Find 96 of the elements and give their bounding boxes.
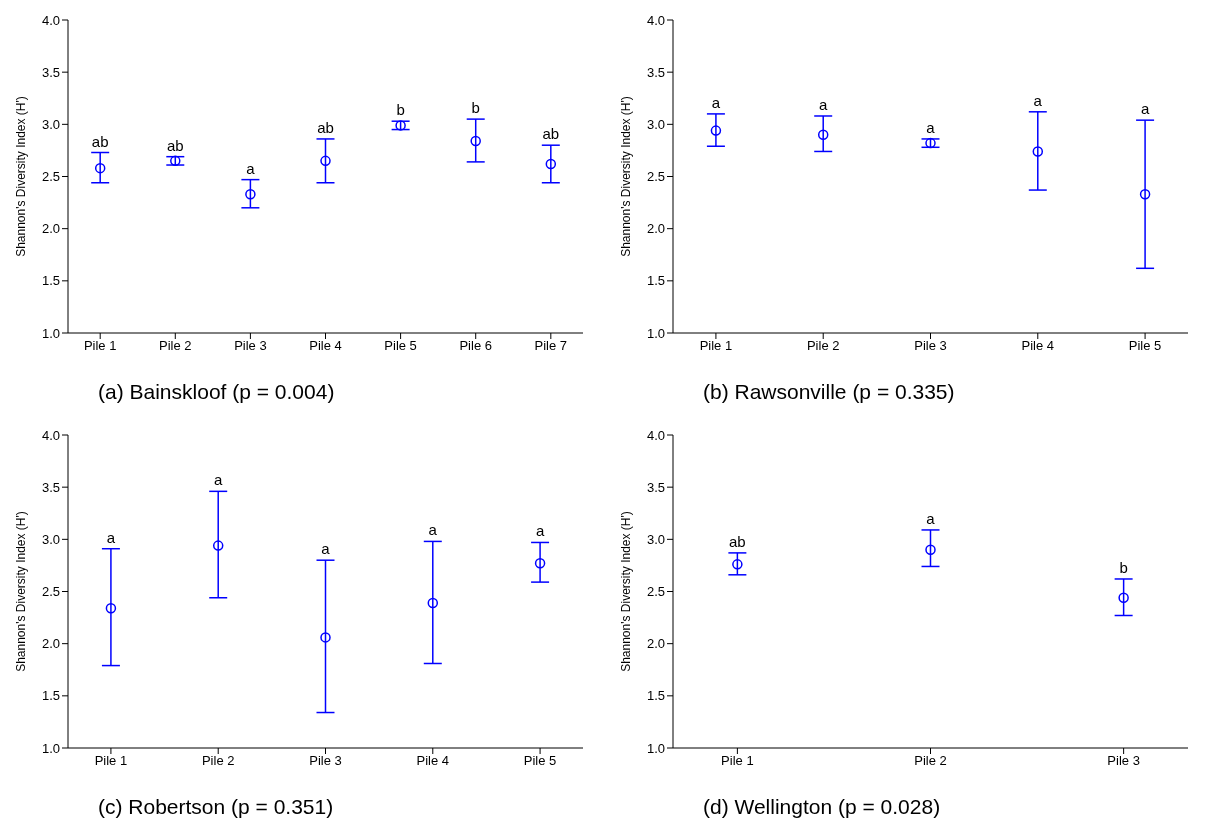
annotation: a xyxy=(321,540,331,558)
point xyxy=(710,125,722,136)
annotation: a xyxy=(1140,100,1150,118)
x-tick-label: Pile 2 xyxy=(201,753,235,769)
annotation: ab xyxy=(91,132,109,150)
text: (c) Robertson (p = 0.351) xyxy=(98,795,335,819)
y-tick-label: 1.5 xyxy=(646,688,665,704)
point xyxy=(534,558,546,569)
y-tick-label: 2.5 xyxy=(41,169,60,185)
text: (b) Rawsonville (p = 0.335) xyxy=(703,380,956,404)
y-axis-title: Shannon's Diversity Index (H') xyxy=(14,96,29,257)
annotation: a xyxy=(106,528,116,546)
point xyxy=(545,158,557,170)
point xyxy=(732,559,743,570)
annotation: ab xyxy=(542,125,560,143)
x-tick-label: Pile 3 xyxy=(914,338,947,354)
point xyxy=(245,188,256,200)
point xyxy=(470,135,481,147)
y-tick-label: 2.0 xyxy=(41,221,60,237)
point xyxy=(1139,188,1151,200)
annotation: a xyxy=(819,95,829,113)
annotation: b xyxy=(396,101,405,119)
x-tick-label: Pile 6 xyxy=(459,338,492,354)
y-tick-label: 2.0 xyxy=(646,636,665,652)
point xyxy=(395,120,406,131)
text: (d) Wellington (p = 0.028) xyxy=(703,795,942,819)
point xyxy=(817,129,829,141)
annotation: b xyxy=(471,99,480,117)
y-tick-label: 4.0 xyxy=(646,12,665,28)
y-tick-label: 3.0 xyxy=(41,116,60,132)
point xyxy=(925,544,936,556)
y-tick-label: 3.5 xyxy=(41,479,60,495)
y-tick-label: 4.0 xyxy=(41,427,60,443)
y-tick-label: 2.0 xyxy=(41,636,60,652)
x-tick-label: Pile 7 xyxy=(534,338,568,354)
y-tick-label: 3.0 xyxy=(646,531,665,547)
y-tick-label: 3.5 xyxy=(646,479,665,495)
annotation: a xyxy=(246,159,256,177)
annotation: a xyxy=(926,509,936,527)
y-tick-label: 2.5 xyxy=(646,584,665,600)
y-axis-title: Shannon's Diversity Index (H') xyxy=(14,511,29,672)
y-tick-label: 3.0 xyxy=(646,116,665,132)
annotation: a xyxy=(926,118,936,136)
text: (a) Bainskloof (p = 0.004) xyxy=(98,380,336,404)
annotation: b xyxy=(1119,558,1128,576)
annotation: ab xyxy=(166,136,184,154)
y-tick-label: 1.0 xyxy=(41,740,60,756)
y-tick-label: 3.5 xyxy=(646,64,665,80)
y-tick-label: 4.0 xyxy=(646,427,665,443)
point xyxy=(94,162,106,174)
point xyxy=(320,155,331,167)
x-tick-label: Pile 1 xyxy=(83,338,117,354)
x-tick-label: Pile 2 xyxy=(159,338,192,354)
point xyxy=(925,137,936,149)
y-axis-title: Shannon's Diversity Index (H') xyxy=(619,511,634,672)
x-tick-label: Pile 3 xyxy=(309,753,342,769)
annotation: ab xyxy=(729,532,746,550)
y-tick-label: 1.5 xyxy=(41,688,60,704)
x-tick-label: Pile 2 xyxy=(914,753,947,769)
y-tick-label: 1.0 xyxy=(646,740,665,756)
point xyxy=(212,540,224,551)
point xyxy=(320,632,331,643)
y-tick-label: 4.0 xyxy=(41,12,60,28)
annotation: a xyxy=(535,522,545,540)
y-tick-label: 2.5 xyxy=(41,584,60,600)
annotation: a xyxy=(711,93,721,111)
y-tick-label: 3.5 xyxy=(41,64,60,80)
y-tick-label: 3.0 xyxy=(41,531,60,547)
y-tick-label: 1.0 xyxy=(646,325,665,341)
x-tick-label: Pile 4 xyxy=(416,753,450,769)
x-tick-label: Pile 3 xyxy=(1107,753,1140,769)
y-tick-label: 2.5 xyxy=(646,169,665,185)
annotation: a xyxy=(1033,91,1043,109)
point xyxy=(170,155,181,167)
point xyxy=(1032,146,1044,157)
x-tick-label: Pile 5 xyxy=(523,753,557,769)
x-tick-label: Pile 1 xyxy=(699,338,733,354)
annotation: ab xyxy=(317,118,334,136)
x-tick-label: Pile 1 xyxy=(721,753,754,769)
annotation: a xyxy=(214,471,224,489)
point xyxy=(1118,592,1129,604)
point xyxy=(105,602,117,614)
x-tick-label: Pile 3 xyxy=(234,338,267,354)
y-tick-label: 2.0 xyxy=(646,221,665,237)
point xyxy=(427,597,439,609)
x-tick-label: Pile 4 xyxy=(309,338,342,354)
x-tick-label: Pile 5 xyxy=(1128,338,1162,354)
x-tick-label: Pile 2 xyxy=(806,338,840,354)
y-tick-label: 1.5 xyxy=(646,273,665,289)
x-tick-label: Pile 4 xyxy=(1021,338,1055,354)
y-tick-label: 1.5 xyxy=(41,273,60,289)
x-tick-label: Pile 1 xyxy=(94,753,128,769)
annotation: a xyxy=(428,521,438,539)
y-tick-label: 1.0 xyxy=(41,325,60,341)
y-axis-title: Shannon's Diversity Index (H') xyxy=(619,96,634,257)
x-tick-label: Pile 5 xyxy=(384,338,417,354)
